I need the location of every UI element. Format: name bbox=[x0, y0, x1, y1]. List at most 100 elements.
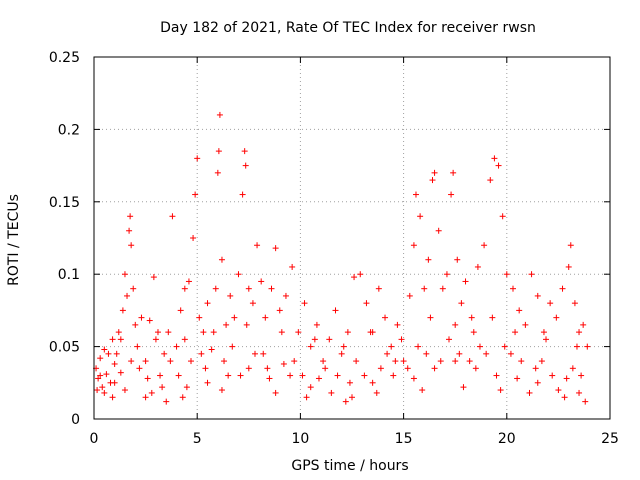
data-point bbox=[161, 350, 168, 357]
data-point bbox=[576, 329, 583, 336]
data-point bbox=[260, 350, 267, 357]
data-point bbox=[431, 365, 438, 372]
data-point bbox=[126, 227, 133, 234]
data-point bbox=[165, 329, 172, 336]
data-point bbox=[446, 336, 453, 343]
y-tick-label: 0.1 bbox=[58, 267, 80, 283]
data-point bbox=[121, 387, 128, 394]
data-point bbox=[216, 111, 223, 118]
data-point bbox=[439, 285, 446, 292]
data-point bbox=[493, 372, 500, 379]
data-point bbox=[491, 155, 498, 162]
data-point bbox=[295, 329, 302, 336]
data-point bbox=[303, 394, 310, 401]
data-point bbox=[338, 350, 345, 357]
data-point bbox=[148, 389, 155, 396]
data-point bbox=[398, 336, 405, 343]
data-point bbox=[225, 372, 232, 379]
y-tick-label: 0.05 bbox=[49, 340, 80, 356]
data-point bbox=[344, 329, 351, 336]
data-point bbox=[272, 389, 279, 396]
data-point bbox=[212, 285, 219, 292]
data-point bbox=[326, 336, 333, 343]
data-point bbox=[181, 336, 188, 343]
data-point bbox=[349, 394, 355, 401]
data-point bbox=[412, 191, 419, 198]
data-point bbox=[287, 372, 294, 379]
data-point bbox=[549, 372, 556, 379]
data-point bbox=[185, 278, 192, 285]
data-point bbox=[268, 285, 275, 292]
data-point bbox=[474, 263, 481, 270]
data-point bbox=[202, 365, 209, 372]
data-point bbox=[204, 300, 211, 307]
data-point bbox=[245, 365, 252, 372]
data-point bbox=[97, 355, 104, 362]
data-point bbox=[363, 300, 370, 307]
y-tick-label: 0 bbox=[71, 412, 80, 428]
data-point bbox=[417, 213, 424, 220]
data-point bbox=[410, 375, 417, 382]
data-point bbox=[210, 329, 217, 336]
data-point bbox=[221, 358, 228, 365]
data-point bbox=[188, 358, 195, 365]
data-point bbox=[97, 372, 104, 379]
data-point bbox=[501, 343, 508, 350]
data-point bbox=[425, 256, 432, 263]
data-point bbox=[121, 271, 128, 278]
data-point bbox=[127, 213, 134, 220]
y-axis: 0 0.05 0.1 0.15 0.2 0.25 bbox=[49, 50, 610, 428]
data-point bbox=[239, 191, 246, 198]
x-axis: 0 5 10 15 20 25 bbox=[90, 57, 619, 447]
data-point bbox=[476, 343, 483, 350]
x-tick-label: 10 bbox=[291, 431, 309, 447]
data-point bbox=[167, 358, 174, 365]
data-point bbox=[214, 169, 221, 176]
data-point bbox=[576, 389, 583, 396]
data-point bbox=[384, 350, 391, 357]
data-point bbox=[489, 314, 496, 321]
data-point bbox=[181, 285, 188, 292]
data-point bbox=[516, 307, 523, 314]
plot-frame bbox=[93, 56, 611, 420]
data-point bbox=[481, 242, 488, 249]
data-point bbox=[196, 314, 203, 321]
data-point bbox=[419, 387, 426, 394]
data-point bbox=[245, 285, 252, 292]
y-tick-label: 0.15 bbox=[49, 195, 80, 211]
data-point bbox=[183, 384, 190, 391]
data-point bbox=[227, 292, 234, 299]
data-point bbox=[111, 379, 118, 386]
data-point bbox=[243, 321, 250, 328]
data-point bbox=[423, 350, 430, 357]
data-point bbox=[483, 350, 490, 357]
data-point bbox=[289, 263, 296, 270]
data-point bbox=[101, 389, 108, 396]
data-point bbox=[231, 314, 238, 321]
data-point bbox=[99, 384, 106, 391]
data-point bbox=[103, 371, 110, 378]
data-point bbox=[163, 398, 170, 405]
data-point bbox=[357, 271, 364, 278]
data-point bbox=[375, 285, 382, 292]
data-point bbox=[111, 360, 118, 367]
data-point bbox=[150, 274, 157, 281]
data-point bbox=[173, 343, 180, 350]
data-point bbox=[175, 372, 182, 379]
data-point bbox=[117, 369, 124, 376]
y-tick-label: 0.25 bbox=[49, 50, 80, 66]
data-point bbox=[538, 358, 545, 365]
data-point bbox=[179, 394, 186, 401]
data-point bbox=[322, 365, 329, 372]
data-point bbox=[132, 321, 139, 328]
data-point bbox=[307, 343, 314, 350]
data-point bbox=[388, 343, 395, 350]
data-point bbox=[427, 314, 434, 321]
data-point bbox=[320, 358, 327, 365]
data-point bbox=[460, 384, 467, 391]
data-point bbox=[334, 372, 341, 379]
x-tick-label: 5 bbox=[193, 431, 202, 447]
data-point bbox=[373, 389, 380, 396]
data-point bbox=[142, 358, 149, 365]
data-point bbox=[555, 387, 562, 394]
